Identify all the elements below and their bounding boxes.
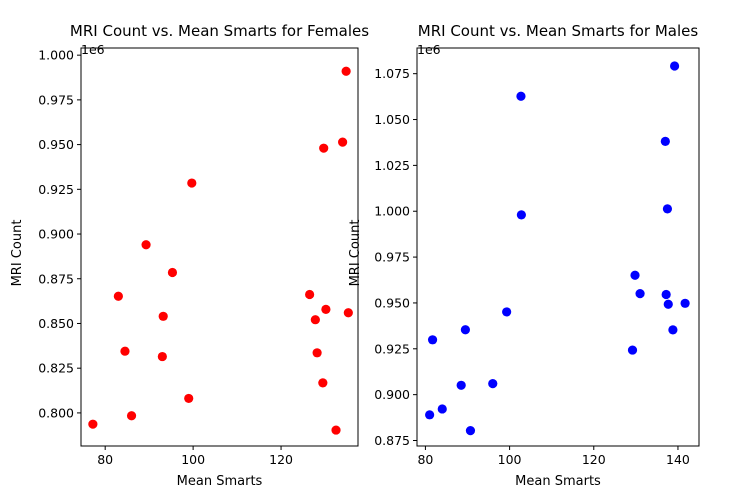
males-y-tick-label: 1.000: [374, 204, 410, 219]
females-point-14: [318, 378, 328, 388]
males-x-tick-label: 120: [582, 452, 606, 467]
females-y-tick-label: 0.975: [38, 92, 74, 107]
females-point-20: [343, 308, 353, 318]
males-x-tick-label: 140: [666, 452, 690, 467]
males-point-20: [680, 298, 690, 308]
females-y-tick-label: 0.900: [38, 227, 74, 242]
males-y-tick-label: 1.050: [374, 112, 410, 127]
males-point-17: [663, 299, 673, 309]
females-point-8: [167, 267, 178, 278]
males-y-tick-label: 0.975: [374, 250, 410, 265]
males-x-axis-label: Mean Smarts: [515, 474, 601, 489]
males-point-1: [425, 410, 435, 420]
males-point-13: [635, 288, 645, 299]
males-point-4: [456, 380, 466, 390]
females-y-tick-label: 0.800: [38, 405, 74, 420]
females-y-tick-label: 0.925: [38, 182, 74, 197]
females-x-tick-label: 120: [269, 452, 293, 467]
females-point-11: [305, 289, 315, 300]
males-point-3: [437, 404, 447, 414]
males-y-tick-label: 0.875: [374, 433, 410, 448]
females-point-6: [157, 351, 167, 362]
females-point-13: [312, 348, 322, 358]
females-point-9: [184, 393, 194, 404]
females-point-19: [341, 66, 351, 76]
females-point-1: [88, 419, 98, 429]
females-plot-area: 80 100 120 0.800 0.825 0.850 0.875 0.900 0.925 0.…: [38, 47, 359, 467]
males-panel: MRI Count vs. Mean Smarts for Males 1e6 …: [348, 22, 700, 489]
males-point-7: [488, 379, 498, 389]
males-point-18: [668, 325, 678, 335]
males-point-19: [669, 61, 680, 71]
females-y-tick-label: 0.875: [38, 271, 74, 286]
females-x-tick-label: 80: [97, 452, 113, 467]
males-y-tick-label: 1.075: [374, 66, 410, 81]
females-x-axis-label: Mean Smarts: [177, 474, 263, 489]
males-point-9: [516, 91, 526, 101]
females-point-10: [187, 178, 197, 188]
females-axes-frame: [80, 47, 359, 447]
females-point-7: [158, 311, 168, 321]
males-point-14: [660, 136, 670, 146]
males-point-5: [460, 325, 470, 335]
males-chart-title: MRI Count vs. Mean Smarts for Males: [418, 22, 699, 40]
males-axes-frame: [416, 47, 700, 447]
males-point-10: [516, 210, 526, 220]
females-point-3: [120, 346, 130, 356]
females-point-2: [113, 291, 123, 301]
males-point-12: [630, 270, 640, 280]
females-point-16: [321, 304, 331, 314]
males-x-tick-label: 80: [417, 452, 433, 467]
males-point-15: [661, 289, 671, 300]
females-y-axis-label: MRI Count: [10, 220, 25, 287]
females-point-4: [126, 411, 137, 421]
males-y-axis-label: MRI Count: [348, 220, 363, 287]
females-point-12: [310, 315, 320, 325]
females-point-18: [338, 137, 348, 147]
males-point-8: [502, 307, 512, 317]
males-y-tick-label: 0.900: [374, 387, 410, 402]
males-y-tick-label: 0.925: [374, 341, 410, 356]
males-y-tick-label: 1.025: [374, 158, 410, 173]
females-panel: MRI Count vs. Mean Smarts for Females 1e…: [10, 22, 369, 489]
females-y-tick-label: 0.825: [38, 361, 74, 376]
females-offset-label: 1e6: [81, 42, 105, 57]
males-plot-area: 80 100 120 140 0.875 0.900 0.925 0.950 0.975 1.00…: [374, 47, 700, 467]
males-point-6: [465, 425, 476, 436]
males-offset-label: 1e6: [417, 42, 441, 57]
females-chart-title: MRI Count vs. Mean Smarts for Females: [70, 22, 369, 40]
females-x-tick-label: 100: [181, 452, 205, 467]
females-point-15: [319, 143, 329, 153]
females-point-17: [331, 425, 341, 435]
females-y-tick-label: 0.950: [38, 137, 74, 152]
males-point-16: [662, 204, 673, 214]
males-x-tick-label: 100: [498, 452, 522, 467]
males-point-11: [627, 345, 638, 355]
females-y-tick-label: 0.850: [38, 316, 74, 331]
males-y-tick-label: 0.950: [374, 295, 410, 310]
males-point-2: [427, 335, 438, 345]
females-point-5: [141, 240, 151, 250]
females-y-tick-label: 1.000: [38, 48, 74, 63]
